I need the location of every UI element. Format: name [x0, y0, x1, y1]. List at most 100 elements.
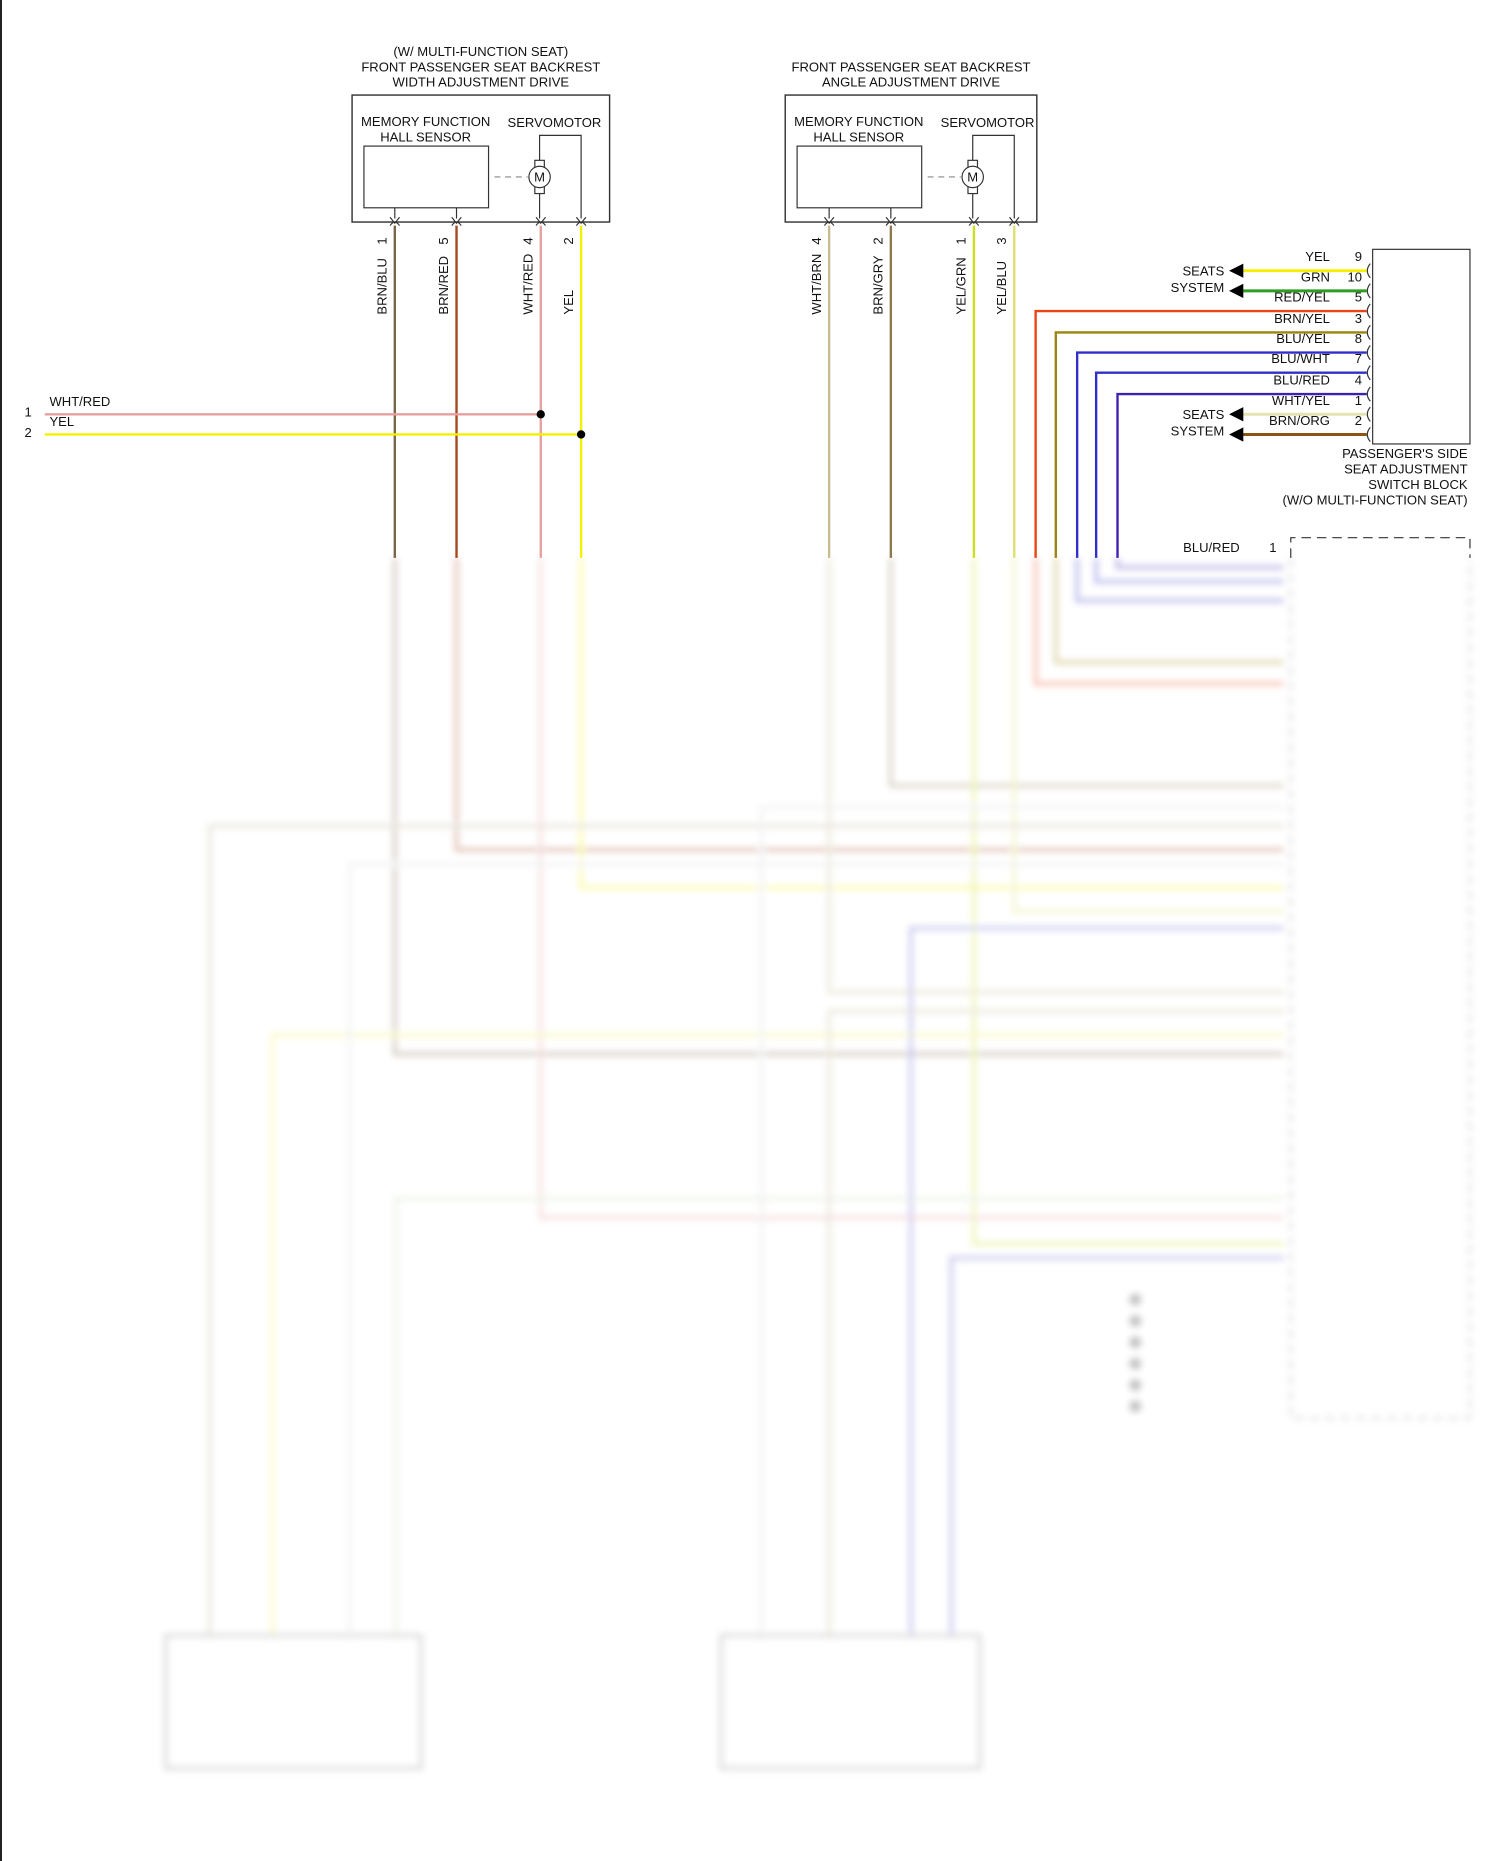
blurred-drive-housing — [719, 1633, 982, 1771]
width-drive-sensor-wire — [394, 207, 458, 219]
seats-system-label: SEATS — [1182, 263, 1224, 278]
pin-number: 8 — [1355, 331, 1362, 346]
pin-number: 9 — [1355, 249, 1362, 264]
connector-terminal-icon — [1366, 365, 1371, 381]
connector-terminal-icon — [575, 216, 587, 226]
blurred-ground-point — [1129, 1379, 1142, 1391]
switch-block-label: SEAT ADJUSTMENT — [1344, 462, 1468, 477]
wire-blu-wht — [1094, 371, 1367, 558]
blurred-ground-point — [1129, 1293, 1142, 1306]
blurred-wire — [538, 557, 1284, 1220]
wire-label: WHT/RED — [520, 254, 535, 315]
blurred-drive-housing — [163, 1633, 423, 1771]
wire-label: WHT/YEL — [1272, 393, 1330, 408]
blurred-wire — [827, 557, 1284, 994]
angle-drive-title: ANGLE ADJUSTMENT DRIVE — [822, 75, 1000, 90]
width-drive-title: FRONT PASSENGER SEAT BACKREST — [361, 59, 600, 74]
switch-block-housing — [1372, 248, 1471, 445]
wire-blu-yel — [1075, 351, 1367, 558]
pin-number: 7 — [1355, 351, 1362, 366]
connector-terminal-icon — [885, 216, 897, 226]
pin-number: 2 — [871, 237, 886, 244]
blurred-wire — [949, 1256, 1284, 1638]
blurred-wire — [1094, 557, 1284, 584]
blurred-wire — [270, 1033, 1284, 1638]
switch-block-label: PASSENGER'S SIDE — [1342, 446, 1468, 461]
pin-number: 5 — [1355, 290, 1362, 305]
wire-label: BRN/GRY — [871, 255, 886, 315]
wire-label: YEL — [1305, 249, 1330, 264]
wire-label: BLU/RED — [1273, 373, 1330, 388]
pin-number: 10 — [1347, 269, 1362, 284]
blurred-wire — [579, 557, 1284, 890]
pin-number: 3 — [1355, 311, 1362, 326]
blurred-ground-point — [1129, 1314, 1142, 1327]
angle-drive-sensor-label: HALL SENSOR — [813, 129, 904, 144]
blurred-wire — [1012, 557, 1284, 914]
wire-label: BRN/YEL — [1274, 311, 1330, 326]
connector-terminal-icon — [968, 216, 980, 226]
blurred-wire — [347, 862, 1284, 1638]
blurred-wire — [394, 1196, 1284, 1638]
pin-number: 1 — [24, 405, 31, 420]
pin-number: 2 — [24, 425, 31, 440]
wire-red-yel — [1034, 309, 1367, 558]
blurred-wire — [1075, 557, 1284, 603]
pin-number: 2 — [561, 237, 576, 244]
width-drive-hall-sensor — [363, 145, 490, 209]
blurred-ground-point — [1129, 1357, 1142, 1370]
blurred-wire — [1115, 557, 1284, 570]
wire-brn-yel — [1054, 331, 1367, 558]
arrow-left-icon — [1229, 407, 1244, 422]
wire-label: BRN/ORG — [1269, 413, 1330, 428]
angle-drive-motor-wire — [972, 134, 1015, 219]
connector-terminal-icon — [1366, 406, 1371, 422]
seats-system-label: SYSTEM — [1171, 424, 1225, 439]
blurred-module-outline — [1289, 557, 1472, 1420]
angle-drive-housing — [784, 94, 1038, 223]
pin-number: 4 — [520, 237, 535, 244]
connector-terminal-icon — [823, 216, 835, 226]
wire-blu-red — [1116, 392, 1367, 558]
blurred-wire — [1033, 557, 1284, 686]
width-drive-title: (W/ MULTI-FUNCTION SEAT) — [393, 44, 568, 59]
angle-drive-motor-icon — [961, 165, 985, 189]
width-drive-sensor-label: MEMORY FUNCTION — [361, 114, 490, 129]
arrow-left-icon — [1229, 427, 1244, 442]
wire-label: BRN/BLU — [374, 258, 389, 315]
wire-label: YEL/BLU — [994, 261, 1009, 315]
width-drive-motor-symbol: M — [534, 170, 545, 185]
wire-label: BLU/WHT — [1271, 351, 1330, 366]
blurred-wire — [454, 557, 1284, 852]
wire-label: YEL/GRN — [954, 257, 969, 314]
pin-number: 3 — [994, 237, 1009, 244]
pin-number: 5 — [436, 237, 451, 244]
wire-label: YEL — [561, 290, 576, 315]
blurred-wire — [827, 1009, 1284, 1638]
switch-block-label: (W/O MULTI-FUNCTION SEAT) — [1283, 492, 1468, 507]
pin-number: 1 — [374, 237, 389, 244]
angle-drive-hall-sensor — [796, 145, 923, 209]
blurred-wire — [972, 557, 1284, 1246]
seats-system-label: SEATS — [1182, 407, 1224, 422]
connector-terminal-icon — [1366, 345, 1371, 361]
connector-terminal-icon — [535, 216, 547, 226]
control-module-housing — [1290, 537, 1471, 558]
arrow-left-icon — [1229, 263, 1244, 278]
width-drive-motor-icon — [528, 165, 551, 189]
splice-point — [536, 410, 545, 419]
blurred-ground-point — [1129, 1336, 1142, 1349]
blurred-wire — [207, 824, 1284, 1638]
width-drive-title: WIDTH ADJUSTMENT DRIVE — [393, 75, 570, 90]
wire-label: RED/YEL — [1274, 290, 1330, 305]
angle-drive-sensor-label: MEMORY FUNCTION — [794, 114, 923, 129]
wire-label: WHT/BRN — [809, 254, 824, 315]
arrow-left-icon — [1229, 283, 1244, 298]
width-drive-motor-wire — [538, 134, 582, 219]
switch-block-label: SWITCH BLOCK — [1368, 477, 1468, 492]
wire-label: BLU/RED — [1183, 540, 1240, 555]
splice-point — [576, 430, 586, 439]
angle-drive-title: FRONT PASSENGER SEAT BACKREST — [792, 59, 1031, 74]
wire-label: WHT/RED — [49, 394, 110, 409]
